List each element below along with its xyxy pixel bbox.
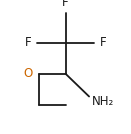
Text: NH₂: NH₂ <box>92 95 114 108</box>
Text: F: F <box>62 0 69 9</box>
Text: F: F <box>100 36 106 49</box>
Text: O: O <box>23 67 33 80</box>
Text: F: F <box>25 36 31 49</box>
